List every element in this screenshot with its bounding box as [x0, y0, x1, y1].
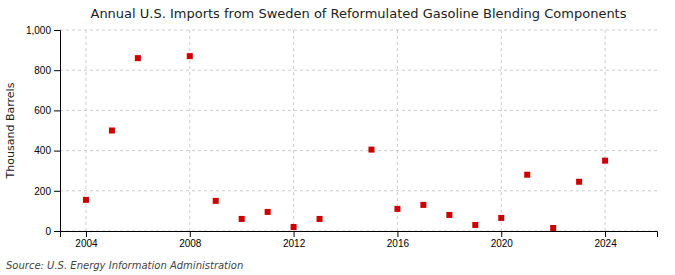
- grid-line: [501, 30, 502, 231]
- tick-mark: [501, 231, 502, 237]
- point: [187, 53, 193, 59]
- point: [498, 215, 504, 221]
- point: [446, 212, 452, 218]
- tick-mark: [294, 231, 295, 237]
- point: [394, 206, 400, 212]
- grid-line: [60, 70, 657, 71]
- point: [317, 216, 323, 222]
- tick: 1,000: [26, 25, 60, 36]
- tick: 2016: [387, 231, 410, 249]
- tick: 600: [34, 105, 60, 116]
- point: [109, 128, 115, 134]
- tick-mark: [54, 110, 60, 111]
- tick-label: 2012: [283, 238, 306, 249]
- y-axis: 0 200 400 600 800 1,000: [26, 25, 61, 237]
- tick-mark: [397, 231, 398, 237]
- tick-label: 2024: [594, 238, 617, 249]
- tick: 800: [34, 65, 60, 76]
- tick-mark: [54, 30, 60, 31]
- point: [135, 55, 141, 61]
- point: [420, 202, 426, 208]
- tick: 2012: [283, 231, 306, 249]
- tick-label: 800: [34, 65, 51, 76]
- title: Annual U.S. Imports from Sweden of Refor…: [90, 6, 626, 21]
- point: [291, 224, 297, 230]
- point: [83, 197, 89, 203]
- axis-line: [61, 232, 658, 238]
- grid: [60, 30, 657, 231]
- point: [524, 172, 530, 178]
- tick-label: 2004: [75, 238, 98, 249]
- points: [83, 53, 608, 231]
- grid-line: [293, 30, 294, 231]
- tick-label: 1,000: [26, 25, 51, 36]
- point: [368, 147, 374, 153]
- grid-line: [605, 30, 606, 231]
- tick-mark: [54, 70, 60, 71]
- point: [602, 158, 608, 164]
- tick: 200: [34, 186, 60, 197]
- chart: 2004 2008 2012 2016 2020 2024 0 200 400 600 800 1,0…: [0, 0, 675, 275]
- tick: 2024: [594, 231, 617, 249]
- tick-label: 400: [34, 145, 51, 156]
- tick-label: 600: [34, 105, 51, 116]
- point: [265, 209, 271, 215]
- tick: 0: [45, 226, 60, 237]
- tick-mark: [605, 231, 606, 237]
- point: [472, 222, 478, 228]
- tick-mark: [54, 191, 60, 192]
- grid-line: [60, 190, 657, 191]
- point: [213, 198, 219, 204]
- grid-line: [60, 110, 657, 111]
- tick: 2008: [179, 231, 202, 249]
- tick: 2004: [75, 231, 98, 249]
- tick-label: 2008: [179, 238, 202, 249]
- tick: 400: [34, 145, 60, 156]
- x-axis: 2004 2008 2012 2016 2020 2024: [61, 231, 658, 249]
- point: [576, 179, 582, 185]
- plot: 2004 2008 2012 2016 2020 2024 0 200 400 600 800 1,0…: [26, 25, 658, 249]
- tick-mark: [86, 231, 87, 237]
- grid-line: [189, 30, 190, 231]
- tick-label: 2016: [387, 238, 410, 249]
- grid-line: [60, 30, 657, 31]
- grid-line: [397, 30, 398, 231]
- tick-mark: [54, 231, 60, 232]
- annotation: Source: U.S. Energy Information Administ…: [6, 260, 243, 271]
- tick-label: 0: [45, 226, 51, 237]
- y-axis-label: Thousand Barrels: [4, 82, 17, 179]
- tick: 2020: [491, 231, 514, 249]
- tick-mark: [190, 231, 191, 237]
- axis-line: [54, 31, 61, 232]
- point: [550, 225, 556, 231]
- point: [239, 216, 245, 222]
- grid-line: [60, 150, 657, 151]
- tick-label: 200: [34, 186, 51, 197]
- tick-mark: [54, 151, 60, 152]
- tick-label: 2020: [491, 238, 514, 249]
